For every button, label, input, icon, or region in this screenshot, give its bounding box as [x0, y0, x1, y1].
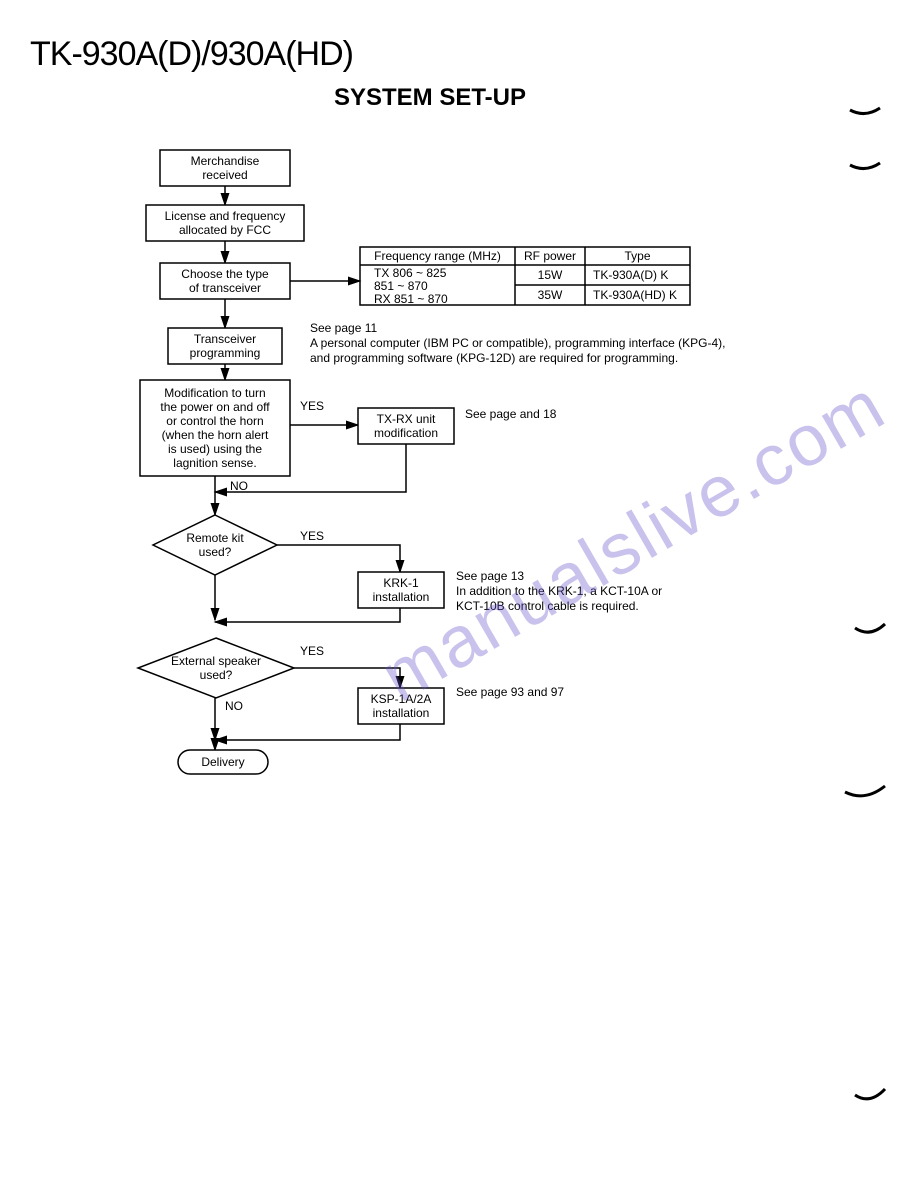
node-text: programming [190, 346, 261, 360]
diagram-canvas: TK-930A(D)/930A(HD) SYSTEM SET-UP Mercha… [0, 0, 918, 1188]
page-curl-mark [855, 624, 885, 632]
page-curl-mark [845, 786, 885, 796]
model-header: TK-930A(D)/930A(HD) [30, 35, 353, 73]
node-text: License and frequency [165, 209, 286, 223]
node-text: the power on and off [160, 400, 270, 414]
node-txrx: TX-RX unitmodification [358, 408, 454, 444]
node-merch: Merchandisereceived [160, 150, 290, 186]
edge-label: YES [300, 644, 324, 658]
prog-note: A personal computer (IBM PC or compatibl… [310, 336, 726, 350]
flow-edge [277, 545, 400, 572]
edge-label: NO [225, 699, 243, 713]
table-cell: TK-930A(HD) K [593, 288, 677, 302]
node-krk: KRK-1installation [358, 572, 444, 608]
table-cell: 851 ~ 870 [374, 279, 428, 293]
flow-edge [215, 608, 400, 622]
node-text: Merchandise [191, 154, 260, 168]
txrx-note: See page and 18 [465, 407, 557, 421]
table-cell: 15W [538, 268, 563, 282]
flow-edge [215, 724, 400, 740]
edge-label: NO [230, 479, 248, 493]
node-text: TX-RX unit [377, 412, 436, 426]
edge-label: YES [300, 399, 324, 413]
node-license: License and frequencyallocated by FCC [146, 205, 304, 241]
node-text: Modification to turn [164, 386, 265, 400]
node-text: KSP-1A/2A [371, 692, 432, 706]
page-title: SYSTEM SET-UP [334, 84, 526, 111]
node-text: is used) using the [168, 442, 262, 456]
krk-note: KCT-10B control cable is required. [456, 599, 639, 613]
edge-label: YES [300, 529, 324, 543]
table-cell: 35W [538, 288, 563, 302]
table-header: Type [624, 249, 650, 263]
node-delivery: Delivery [178, 750, 268, 774]
node-text: (when the horn alert [162, 428, 269, 442]
node-text: External speaker [171, 654, 261, 668]
node-text: Delivery [201, 755, 244, 769]
node-choose: Choose the typeof transceiver [160, 263, 290, 299]
node-text: installation [373, 590, 430, 604]
node-text: Remote kit [186, 531, 244, 545]
krk-note: See page 13 [456, 569, 524, 583]
table-cell: TK-930A(D) K [593, 268, 668, 282]
node-text: Transceiver [194, 332, 256, 346]
table-cell: RX 851 ~ 870 [374, 292, 448, 306]
node-text: lagnition sense. [173, 456, 256, 470]
node-ksp: KSP-1A/2Ainstallation [358, 688, 444, 724]
page-curl-mark [850, 108, 880, 114]
ksp-note: See page 93 and 97 [456, 685, 564, 699]
page-curl-mark [855, 1089, 885, 1099]
node-text: of transceiver [189, 281, 261, 295]
prog-note: See page 11 [310, 321, 377, 335]
node-remote: Remote kitused? [153, 515, 277, 575]
node-text: Choose the type [181, 267, 269, 281]
node-text: allocated by FCC [179, 223, 271, 237]
node-text: KRK-1 [383, 576, 419, 590]
flow-edge [294, 668, 400, 688]
page-curl-mark [850, 163, 880, 169]
node-text: or control the horn [166, 414, 263, 428]
table-header: RF power [524, 249, 576, 263]
node-text: installation [373, 706, 430, 720]
node-text: used? [199, 545, 232, 559]
node-mod: Modification to turnthe power on and off… [140, 380, 290, 476]
table-header: Frequency range (MHz) [374, 249, 501, 263]
table-cell: TX 806 ~ 825 [374, 266, 447, 280]
node-text: received [202, 168, 247, 182]
krk-note: In addition to the KRK-1, a KCT-10A or [456, 584, 662, 598]
node-text: modification [374, 426, 438, 440]
node-spk: External speakerused? [138, 638, 294, 698]
node-prog: Transceiverprogramming [168, 328, 282, 364]
prog-note: and programming software (KPG-12D) are r… [310, 351, 678, 365]
node-text: used? [200, 668, 233, 682]
